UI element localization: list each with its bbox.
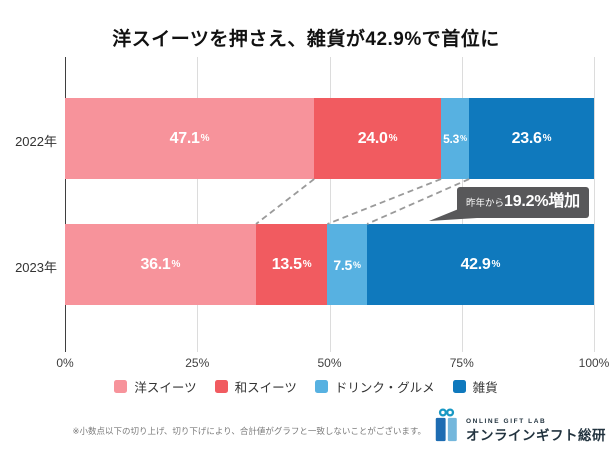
segment-unit: %	[302, 259, 312, 270]
legend-swatch	[452, 380, 466, 393]
bar-segment: 47.1%	[65, 98, 315, 179]
x-tick-label: 50%	[317, 356, 342, 370]
plot-area: 47.1% 24.0% 5.3% 23.6% 36.1% 13.5% 7.5% 42.9%	[65, 57, 595, 352]
logo-title: オンラインギフト総研	[466, 427, 606, 443]
legend-swatch	[314, 380, 328, 393]
segment-unit: %	[171, 259, 181, 270]
segment-value: 5.3	[443, 131, 459, 146]
bar-segment: 7.5%	[327, 224, 368, 305]
segment-unit: %	[459, 134, 468, 143]
segment-value: 42.9	[460, 255, 491, 273]
segment-unit: %	[200, 133, 210, 144]
gridline	[594, 57, 595, 352]
footnote-text: ※小数点以下の切り上げ、切り下げにより、合計値がグラフと一致しないことがございま…	[72, 426, 426, 436]
legend-item: ドリンク・グルメ	[314, 377, 435, 396]
legend-label: 洋スイーツ	[134, 381, 197, 395]
x-tick-label: 25%	[185, 356, 210, 370]
x-tick-label: 100%	[578, 356, 610, 370]
callout-prefix-text: 昨年から	[466, 198, 505, 209]
chart-title: 洋スイーツを押さえ、雑貨が42.9%で首位に	[112, 29, 500, 50]
legend-swatch	[114, 380, 128, 393]
bar-segment: 36.1%	[65, 224, 256, 305]
segment-value: 13.5	[271, 255, 302, 273]
legend-item: 雑貨	[452, 377, 498, 396]
gridline	[197, 57, 199, 352]
legend-swatch	[214, 380, 228, 393]
segment-unit: %	[388, 133, 398, 144]
legend-label: ドリンク・グルメ	[334, 381, 435, 395]
bar-segment: 42.9%	[367, 224, 594, 305]
y-axis-line	[65, 57, 66, 352]
bar-segment: 13.5%	[255, 224, 328, 305]
segment-value: 24.0	[357, 129, 388, 147]
category-label-2023: 2023年	[15, 260, 57, 275]
callout-value-text: 19.2%増加	[504, 193, 580, 210]
segment-value: 7.5	[333, 256, 352, 273]
segment-unit: %	[542, 133, 552, 144]
legend-label: 和スイーツ	[234, 381, 297, 395]
x-tick-label: 75%	[449, 356, 474, 370]
category-label-2022: 2022年	[15, 134, 57, 149]
legend-item: 和スイーツ	[214, 377, 297, 396]
gift-box-icon	[435, 408, 457, 442]
segment-unit: %	[352, 259, 361, 270]
segment-value: 23.6	[511, 129, 542, 147]
segment-value: 47.1	[169, 129, 200, 147]
logo-text-block: ONLINE GIFT LAB オンラインギフト総研	[466, 418, 606, 443]
stacked-bar-2022: 47.1% 24.0% 5.3% 23.6%	[65, 98, 594, 179]
stacked-bar-2023: 36.1% 13.5% 7.5% 42.9%	[65, 224, 594, 305]
legend-label: 雑貨	[472, 381, 498, 395]
bar-segment: 24.0%	[314, 98, 442, 179]
x-tick-label: 0%	[56, 356, 74, 370]
segment-unit: %	[491, 259, 501, 270]
legend: 洋スイーツ 和スイーツ ドリンク・グルメ 雑貨	[0, 377, 612, 396]
bar-segment: 23.6%	[469, 98, 594, 179]
footer: ※小数点以下の切り上げ、切り下げにより、合計値がグラフと一致しないことがございま…	[72, 408, 606, 442]
increase-callout: 昨年から19.2%増加	[457, 187, 589, 218]
bar-segment: 5.3%	[441, 98, 470, 179]
legend-item: 洋スイーツ	[114, 377, 197, 396]
logo-subtitle: ONLINE GIFT LAB	[466, 418, 547, 425]
segment-value: 36.1	[140, 255, 171, 273]
